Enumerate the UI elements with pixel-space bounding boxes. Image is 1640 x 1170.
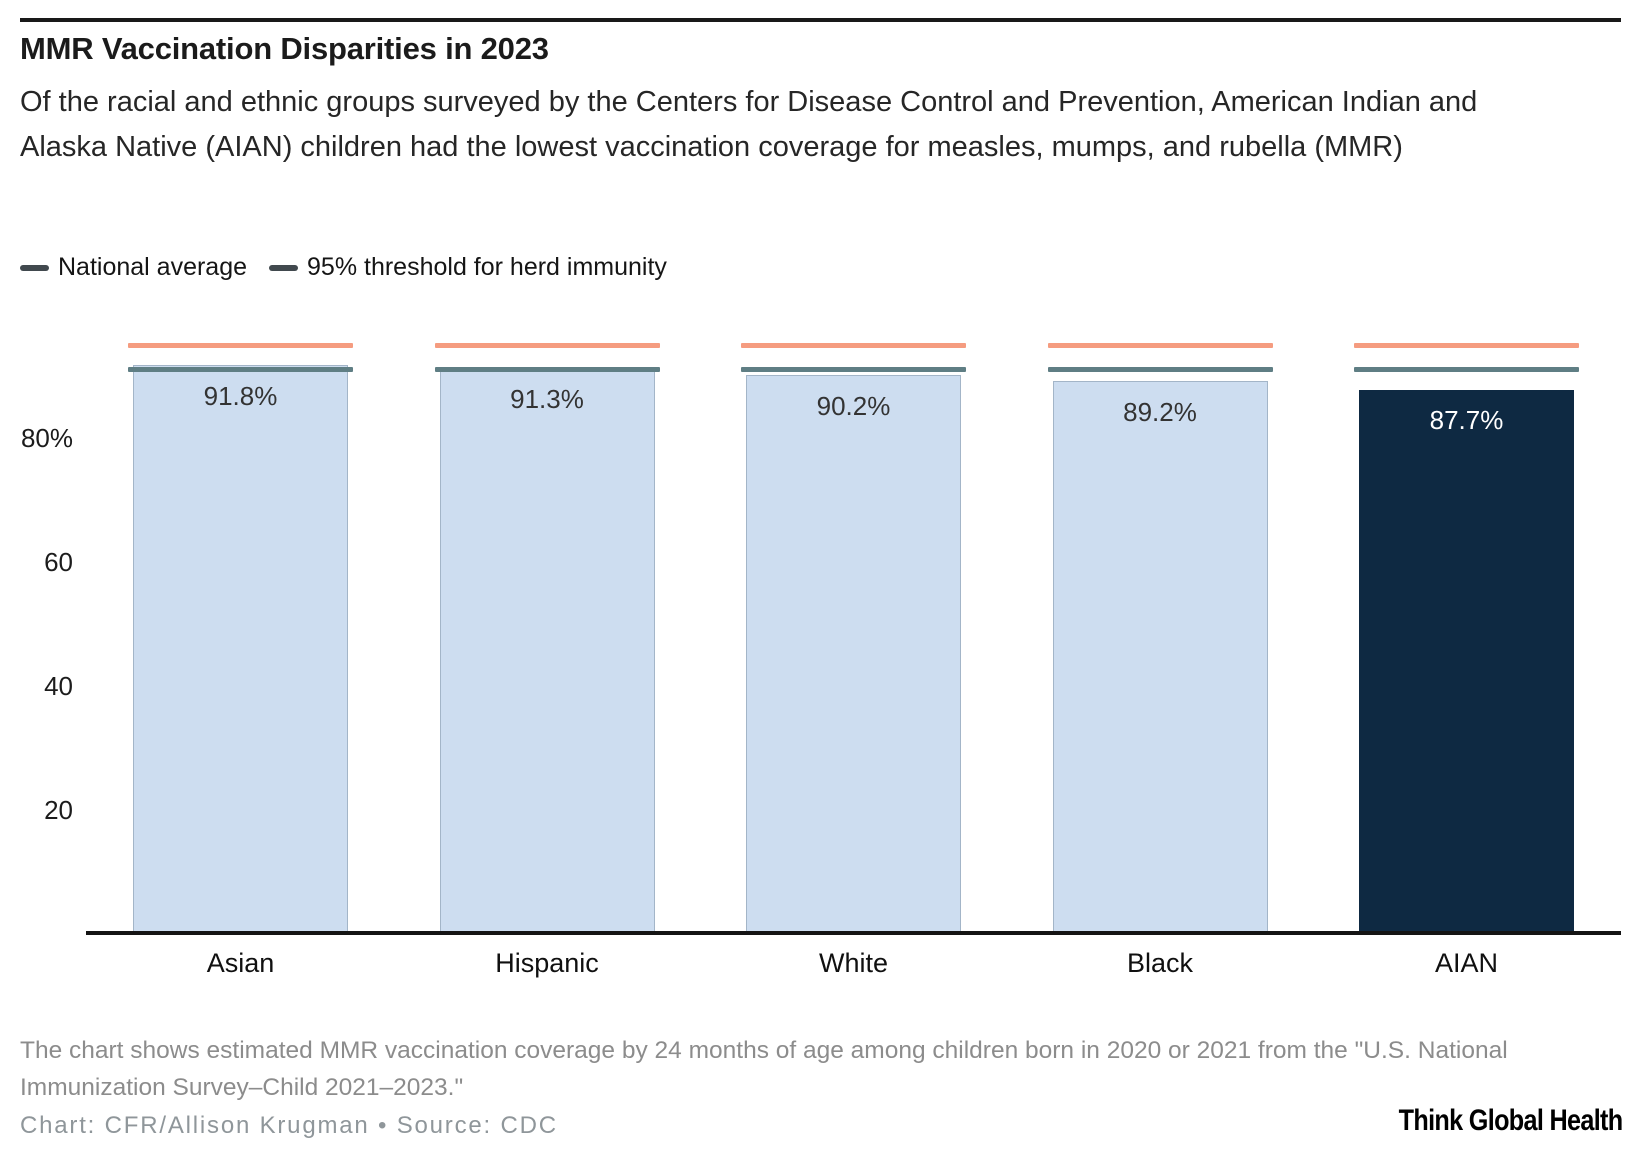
herd-immunity-threshold-line bbox=[128, 342, 353, 348]
y-axis-tick-label: 80% bbox=[20, 423, 73, 453]
x-axis-line bbox=[86, 931, 1621, 935]
chart-credit: Chart: CFR/Allison Krugman • Source: CDC bbox=[20, 1112, 558, 1139]
herd-immunity-threshold-line bbox=[741, 342, 966, 348]
bar-black: 89.2% bbox=[1052, 380, 1268, 934]
dash-icon bbox=[269, 264, 299, 271]
national-average-line bbox=[741, 367, 966, 373]
think-global-health-logo: Think Global Health bbox=[1398, 1104, 1623, 1137]
top-rule-divider bbox=[20, 18, 1621, 22]
legend-label: National average bbox=[58, 253, 248, 281]
legend-label: 95% threshold for herd immunity bbox=[307, 253, 667, 281]
bar-chart: 20 40 60 80% 91.8% Asian 91.3% Hispanic 90.2% Whi… bbox=[0, 330, 1640, 990]
chart-legend: National average 95% threshold for herd … bbox=[20, 253, 667, 282]
x-axis-category-label: AIAN bbox=[1434, 948, 1499, 978]
bar-value-label: 90.2% bbox=[816, 390, 891, 421]
national-average-line bbox=[1354, 367, 1579, 373]
bar-value-label: 91.8% bbox=[203, 380, 278, 411]
legend-item-national-average: National average bbox=[20, 253, 247, 282]
herd-immunity-threshold-line bbox=[434, 342, 660, 348]
herd-immunity-threshold-line bbox=[1354, 342, 1579, 348]
chart-footnote: The chart shows estimated MMR vaccinatio… bbox=[20, 1037, 1508, 1101]
dash-icon bbox=[20, 264, 49, 271]
y-axis-tick-label: 40 bbox=[44, 671, 73, 701]
x-axis-category-label: Hispanic bbox=[495, 948, 599, 978]
page-subtitle: Of the racial and ethnic groups surveyed… bbox=[20, 86, 1478, 163]
y-axis-tick-label: 20 bbox=[44, 795, 73, 825]
y-axis-tick-label: 60 bbox=[44, 547, 73, 577]
herd-immunity-threshold-line bbox=[1047, 342, 1273, 348]
bar-aian: 87.7% bbox=[1359, 390, 1574, 934]
national-average-line bbox=[128, 367, 353, 373]
bar-value-label: 89.2% bbox=[1123, 396, 1197, 427]
page-title: MMR Vaccination Disparities in 2023 bbox=[20, 31, 549, 66]
bar-asian: 91.8% bbox=[133, 364, 348, 934]
bar-value-label: 87.7% bbox=[1429, 405, 1504, 436]
x-axis-category-label: White bbox=[818, 948, 889, 978]
legend-item-herd-immunity-threshold: 95% threshold for herd immunity bbox=[269, 253, 667, 282]
national-average-line bbox=[1047, 367, 1273, 373]
national-average-line bbox=[434, 367, 660, 373]
x-axis-category-label: Black bbox=[1126, 948, 1194, 978]
x-axis-category-label: Asian bbox=[206, 948, 275, 978]
bar-white: 90.2% bbox=[746, 374, 961, 934]
bar-value-label: 91.3% bbox=[510, 383, 584, 414]
bar-hispanic: 91.3% bbox=[439, 367, 655, 934]
